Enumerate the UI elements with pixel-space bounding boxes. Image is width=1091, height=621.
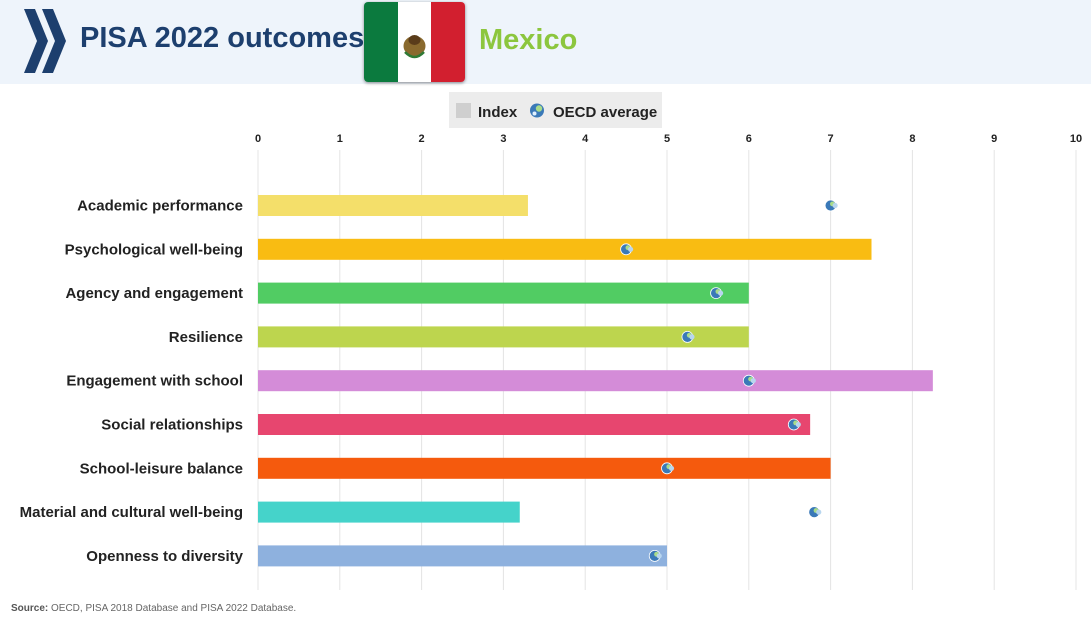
category-label: Resilience	[169, 329, 243, 346]
oecd-average-marker	[787, 418, 801, 431]
x-tick-label: 4	[582, 133, 589, 145]
legend-box	[449, 92, 662, 128]
index-bar	[258, 195, 528, 216]
index-bar	[258, 501, 520, 523]
x-tick-label: 8	[909, 133, 915, 145]
category-label: School-leisure balance	[80, 460, 243, 477]
category-label: Openness to diversity	[86, 548, 243, 565]
category-label: Engagement with school	[66, 373, 243, 390]
x-tick-label: 9	[991, 133, 997, 145]
oecd-average-marker	[808, 506, 822, 519]
index-bar	[258, 414, 811, 435]
index-bar	[258, 457, 831, 479]
x-tick-label: 1	[337, 133, 343, 145]
legend-oecd-label: OECD average	[553, 104, 657, 121]
index-bar	[258, 545, 667, 567]
x-tick-label: 3	[500, 133, 506, 145]
source-text: OECD, PISA 2018 Database and PISA 2022 D…	[51, 603, 297, 614]
category-label: Psychological well-being	[65, 241, 243, 258]
category-label: Social relationships	[101, 417, 243, 434]
source-label: Source:	[11, 603, 49, 614]
x-tick-label: 7	[828, 133, 834, 145]
category-label: Academic performance	[77, 198, 243, 215]
category-label: Agency and engagement	[65, 285, 243, 302]
x-tick-label: 6	[746, 133, 752, 145]
source-note: Source: OECD, PISA 2018 Database and PIS…	[11, 603, 296, 614]
x-tick-label: 5	[664, 133, 670, 145]
header-band: PISA 2022 outcomes: Mexico	[0, 0, 1091, 84]
oecd-average-marker	[648, 549, 662, 562]
x-tick-label: 10	[1070, 133, 1082, 145]
index-bar	[258, 238, 872, 260]
mexico-flag-icon	[364, 2, 465, 82]
bar-chart: Index OECD average 0 1 2 3 4 5 6 7 8 9 10 Academic…	[20, 92, 1082, 590]
legend-oecd-globe-icon	[530, 103, 544, 118]
index-bar	[258, 282, 749, 304]
page-title: PISA 2022 outcomes:	[80, 22, 374, 54]
chart-area: Index OECD average 0 1 2 3 4 5 6 7 8 9 10 Academic…	[0, 84, 1091, 594]
country-name: Mexico	[479, 24, 578, 56]
index-bar	[258, 326, 749, 348]
index-bar	[258, 370, 933, 392]
legend-index-label: Index	[478, 104, 518, 121]
legend-index-swatch	[456, 103, 471, 118]
oecd-average-marker	[824, 199, 838, 212]
category-label: Material and cultural well-being	[20, 504, 243, 521]
oecd-average-marker	[742, 374, 756, 387]
x-tick-label: 0	[255, 133, 261, 145]
oecd-average-marker	[681, 330, 695, 343]
oecd-average-marker	[620, 243, 634, 256]
oecd-logo-icon	[24, 9, 66, 73]
oecd-average-marker	[661, 462, 675, 475]
x-tick-label: 2	[419, 133, 425, 145]
oecd-average-marker	[710, 287, 724, 300]
